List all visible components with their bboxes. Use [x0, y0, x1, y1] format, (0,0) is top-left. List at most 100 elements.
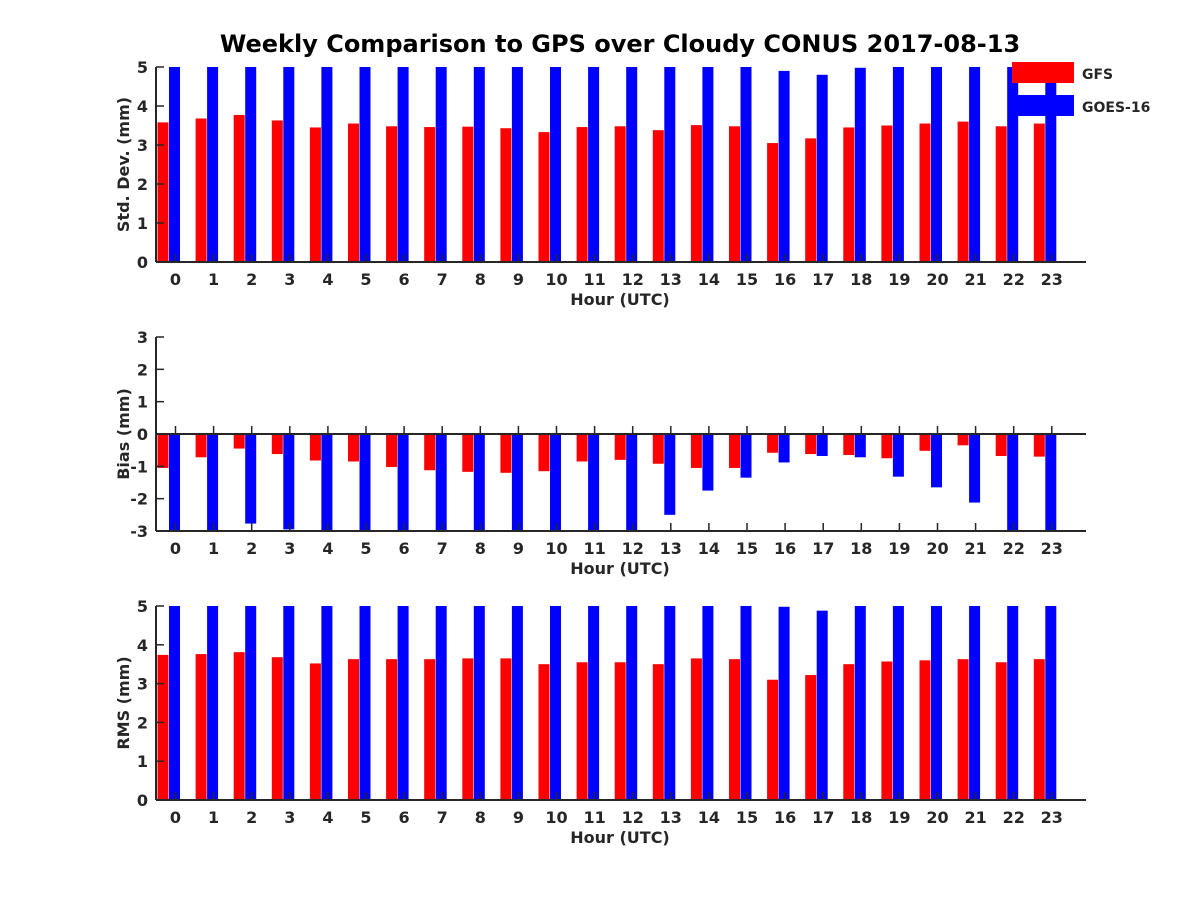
y-tick-label: 1 [137, 214, 148, 233]
bar-goes-16-hour-17 [816, 610, 828, 800]
x-tick-label: 0 [170, 808, 181, 827]
x-tick-label: 2 [246, 270, 257, 289]
bar-goes-16-hour-19 [892, 67, 904, 262]
bar-goes-16-hour-3 [283, 434, 295, 530]
bar-gfs-hour-20 [919, 123, 931, 262]
bar-gfs-hour-7 [424, 127, 436, 262]
x-tick-label: 9 [513, 808, 524, 827]
bar-goes-16-hour-14 [702, 606, 714, 800]
x-tick-label: 11 [583, 270, 605, 289]
x-tick-label: 16 [774, 808, 796, 827]
bar-gfs-hour-16 [767, 434, 779, 453]
x-tick-label: 13 [660, 270, 682, 289]
x-axis-label: Hour (UTC) [570, 559, 670, 578]
bar-gfs-hour-5 [348, 659, 359, 800]
x-tick-label: 7 [437, 539, 448, 558]
bar-goes-16-hour-16 [778, 606, 790, 800]
bar-goes-16-hour-10 [550, 67, 561, 262]
x-tick-label: 5 [360, 808, 371, 827]
bar-gfs-hour-11 [576, 127, 588, 262]
bar-gfs-hour-6 [386, 126, 398, 262]
bar-goes-16-hour-14 [702, 434, 714, 491]
bar-gfs-hour-23 [1033, 123, 1045, 262]
x-tick-label: 6 [399, 270, 410, 289]
x-tick-label: 3 [284, 539, 295, 558]
bar-gfs-hour-2 [233, 434, 245, 449]
legend-swatch-goes-16 [1012, 95, 1074, 116]
y-tick-label: 4 [137, 636, 148, 655]
bar-goes-16-hour-13 [664, 434, 676, 515]
x-tick-label: 0 [170, 539, 181, 558]
bar-goes-16-hour-21 [969, 434, 981, 503]
y-tick-label: 1 [137, 752, 148, 771]
x-tick-label: 11 [583, 539, 605, 558]
bar-gfs-hour-18 [843, 664, 855, 800]
bar-goes-16-hour-22 [1007, 606, 1019, 800]
x-tick-label: 14 [698, 270, 720, 289]
bar-gfs-hour-7 [424, 434, 436, 471]
x-tick-label: 23 [1041, 539, 1063, 558]
bar-goes-16-hour-16 [778, 70, 790, 263]
x-tick-label: 1 [208, 270, 219, 289]
x-tick-label: 10 [545, 539, 567, 558]
x-tick-label: 23 [1041, 270, 1063, 289]
x-tick-label: 14 [698, 539, 720, 558]
bar-gfs-hour-0 [157, 654, 169, 800]
bar-gfs-hour-2 [233, 114, 245, 262]
x-tick-label: 6 [399, 808, 410, 827]
bar-gfs-hour-14 [690, 434, 702, 468]
bar-goes-16-hour-18 [854, 434, 866, 458]
x-tick-label: 2 [246, 808, 257, 827]
y-tick-label: -3 [130, 522, 148, 541]
x-tick-label: 16 [774, 539, 796, 558]
bar-goes-16-hour-10 [550, 434, 561, 531]
bar-gfs-hour-10 [538, 132, 550, 262]
x-tick-label: 15 [736, 808, 758, 827]
bar-gfs-hour-1 [195, 118, 207, 262]
bar-gfs-hour-13 [652, 434, 664, 464]
y-axis-label: RMS (mm) [114, 656, 133, 749]
bar-goes-16-hour-17 [816, 74, 828, 262]
bar-gfs-hour-5 [348, 123, 359, 262]
x-tick-label: 22 [1003, 539, 1025, 558]
bar-gfs-hour-4 [309, 127, 321, 262]
bar-gfs-hour-8 [462, 126, 474, 262]
x-tick-label: 4 [322, 539, 333, 558]
x-tick-label: 21 [964, 539, 986, 558]
bar-goes-16-hour-15 [740, 67, 752, 262]
bar-goes-16-hour-20 [931, 606, 942, 800]
bar-gfs-hour-13 [652, 664, 664, 800]
bar-gfs-hour-15 [729, 126, 740, 262]
bar-goes-16-hour-6 [397, 434, 409, 531]
bar-gfs-hour-11 [576, 662, 588, 800]
x-tick-label: 20 [926, 808, 948, 827]
bar-goes-16-hour-3 [283, 606, 295, 800]
y-tick-label: -1 [130, 457, 148, 476]
bar-goes-16-hour-19 [892, 606, 904, 800]
legend-label: GOES-16 [1082, 100, 1150, 116]
bar-gfs-hour-1 [195, 654, 207, 800]
x-tick-label: 20 [926, 270, 948, 289]
bar-goes-16-hour-12 [626, 606, 638, 800]
bar-goes-16-hour-21 [969, 606, 981, 800]
y-axis-label: Std. Dev. (mm) [114, 97, 133, 232]
bar-gfs-hour-14 [690, 125, 702, 262]
bar-gfs-hour-21 [957, 659, 969, 800]
bar-goes-16-hour-12 [626, 67, 638, 262]
bar-goes-16-hour-5 [359, 434, 371, 531]
x-tick-label: 3 [284, 808, 295, 827]
bar-gfs-hour-9 [500, 658, 512, 800]
x-tick-label: 21 [964, 270, 986, 289]
legend-label: GFS [1082, 67, 1113, 83]
bar-gfs-hour-8 [462, 434, 474, 472]
bar-gfs-hour-10 [538, 664, 550, 800]
bar-gfs-hour-5 [348, 434, 359, 462]
x-tick-label: 8 [475, 539, 486, 558]
x-tick-label: 7 [437, 808, 448, 827]
bar-goes-16-hour-6 [397, 606, 409, 800]
bar-goes-16-hour-1 [207, 67, 219, 262]
bar-gfs-hour-0 [157, 434, 169, 468]
x-tick-label: 12 [622, 270, 644, 289]
bar-goes-16-hour-22 [1007, 434, 1019, 531]
